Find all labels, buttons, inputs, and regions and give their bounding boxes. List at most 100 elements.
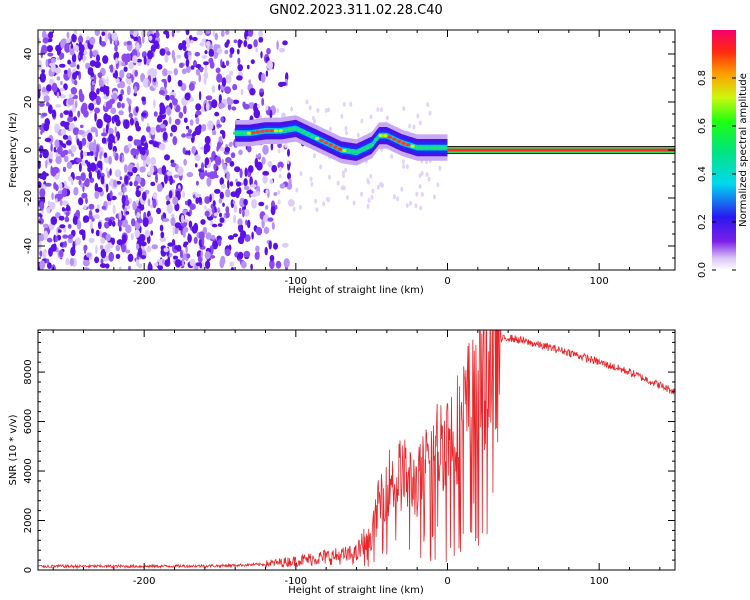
noise-speck xyxy=(438,165,442,171)
noise-speck xyxy=(105,167,109,173)
noise-speck xyxy=(217,207,221,214)
noise-speck xyxy=(47,104,53,115)
noise-speck xyxy=(89,90,96,101)
noise-speck xyxy=(177,79,183,87)
noise-speck xyxy=(72,215,79,225)
noise-speck xyxy=(155,30,159,38)
noise-speck xyxy=(238,207,242,215)
noise-speck xyxy=(195,180,199,186)
noise-speck xyxy=(104,86,110,91)
noise-speck xyxy=(250,184,257,188)
noise-speck xyxy=(105,183,109,193)
noise-speck xyxy=(352,200,356,206)
noise-speck xyxy=(41,44,48,55)
ridge-core xyxy=(278,129,283,133)
noise-speck xyxy=(156,63,163,70)
noise-speck xyxy=(369,114,373,120)
noise-speck xyxy=(80,124,84,129)
noise-speck xyxy=(170,162,177,168)
noise-speck xyxy=(45,159,48,169)
noise-speck xyxy=(67,176,73,182)
ridge-core xyxy=(383,134,388,138)
noise-speck xyxy=(290,106,294,112)
noise-speck xyxy=(219,129,225,135)
noise-speck xyxy=(239,197,246,208)
noise-speck xyxy=(288,178,292,186)
noise-speck xyxy=(38,102,45,107)
noise-speck xyxy=(38,160,41,169)
noise-speck xyxy=(279,47,285,53)
noise-speck xyxy=(198,196,202,204)
noise-speck xyxy=(190,39,194,44)
noise-speck xyxy=(206,172,212,178)
noise-speck xyxy=(135,189,141,198)
ridge-core xyxy=(260,129,265,133)
noise-speck xyxy=(244,167,248,177)
noise-speck xyxy=(269,179,274,184)
noise-speck xyxy=(182,190,185,198)
noise-speck xyxy=(43,95,50,103)
noise-speck xyxy=(376,107,380,113)
noise-speck xyxy=(396,196,400,202)
ridge-core xyxy=(296,128,302,132)
noise-speck xyxy=(62,187,68,198)
noise-speck xyxy=(164,259,171,267)
noise-speck xyxy=(129,117,134,126)
noise-speck xyxy=(58,193,64,199)
noise-speck xyxy=(265,70,269,77)
noise-speck xyxy=(94,30,100,36)
noise-speck xyxy=(292,206,296,212)
noise-speck xyxy=(312,153,316,159)
noise-speck xyxy=(78,35,84,44)
noise-speck xyxy=(118,266,122,270)
noise-speck xyxy=(186,132,192,137)
noise-speck xyxy=(168,116,172,125)
noise-speck xyxy=(89,36,96,46)
colorbar-tick-label: 0.0 xyxy=(697,262,708,278)
ridge-core xyxy=(342,148,347,153)
noise-speck xyxy=(224,146,231,153)
snr-data xyxy=(38,330,675,570)
noise-speck xyxy=(121,53,128,63)
noise-speck xyxy=(136,211,141,219)
noise-speck xyxy=(264,246,268,256)
noise-speck xyxy=(254,252,259,260)
noise-speck xyxy=(38,59,42,67)
noise-speck xyxy=(205,232,212,240)
noise-speck xyxy=(262,170,270,176)
noise-speck xyxy=(182,147,186,155)
noise-speck xyxy=(41,86,47,94)
noise-speck xyxy=(126,97,130,102)
noise-speck xyxy=(51,167,56,177)
noise-speck xyxy=(261,97,265,106)
noise-speck xyxy=(277,148,281,154)
noise-speck xyxy=(182,229,186,238)
noise-speck xyxy=(123,119,130,129)
noise-speck xyxy=(133,180,138,187)
noise-speck xyxy=(95,132,98,137)
noise-speck xyxy=(50,216,58,226)
noise-speck xyxy=(73,30,78,36)
noise-speck xyxy=(47,52,54,57)
noise-speck xyxy=(108,219,113,227)
noise-speck xyxy=(172,226,176,236)
noise-speck xyxy=(60,151,66,158)
noise-speck xyxy=(42,249,47,259)
noise-speck xyxy=(38,83,42,92)
noise-speck xyxy=(86,161,91,168)
noise-speck xyxy=(179,249,183,259)
noise-speck xyxy=(265,105,269,111)
ridge-core xyxy=(283,128,288,132)
ridge-core xyxy=(255,130,261,134)
noise-speck xyxy=(193,236,198,244)
noise-speck xyxy=(200,219,206,225)
noise-speck xyxy=(287,199,295,207)
noise-speck xyxy=(134,85,137,94)
noise-speck xyxy=(324,108,328,113)
noise-speck xyxy=(67,224,72,229)
noise-speck xyxy=(315,207,319,213)
noise-speck xyxy=(72,106,77,112)
noise-speck xyxy=(224,86,232,94)
